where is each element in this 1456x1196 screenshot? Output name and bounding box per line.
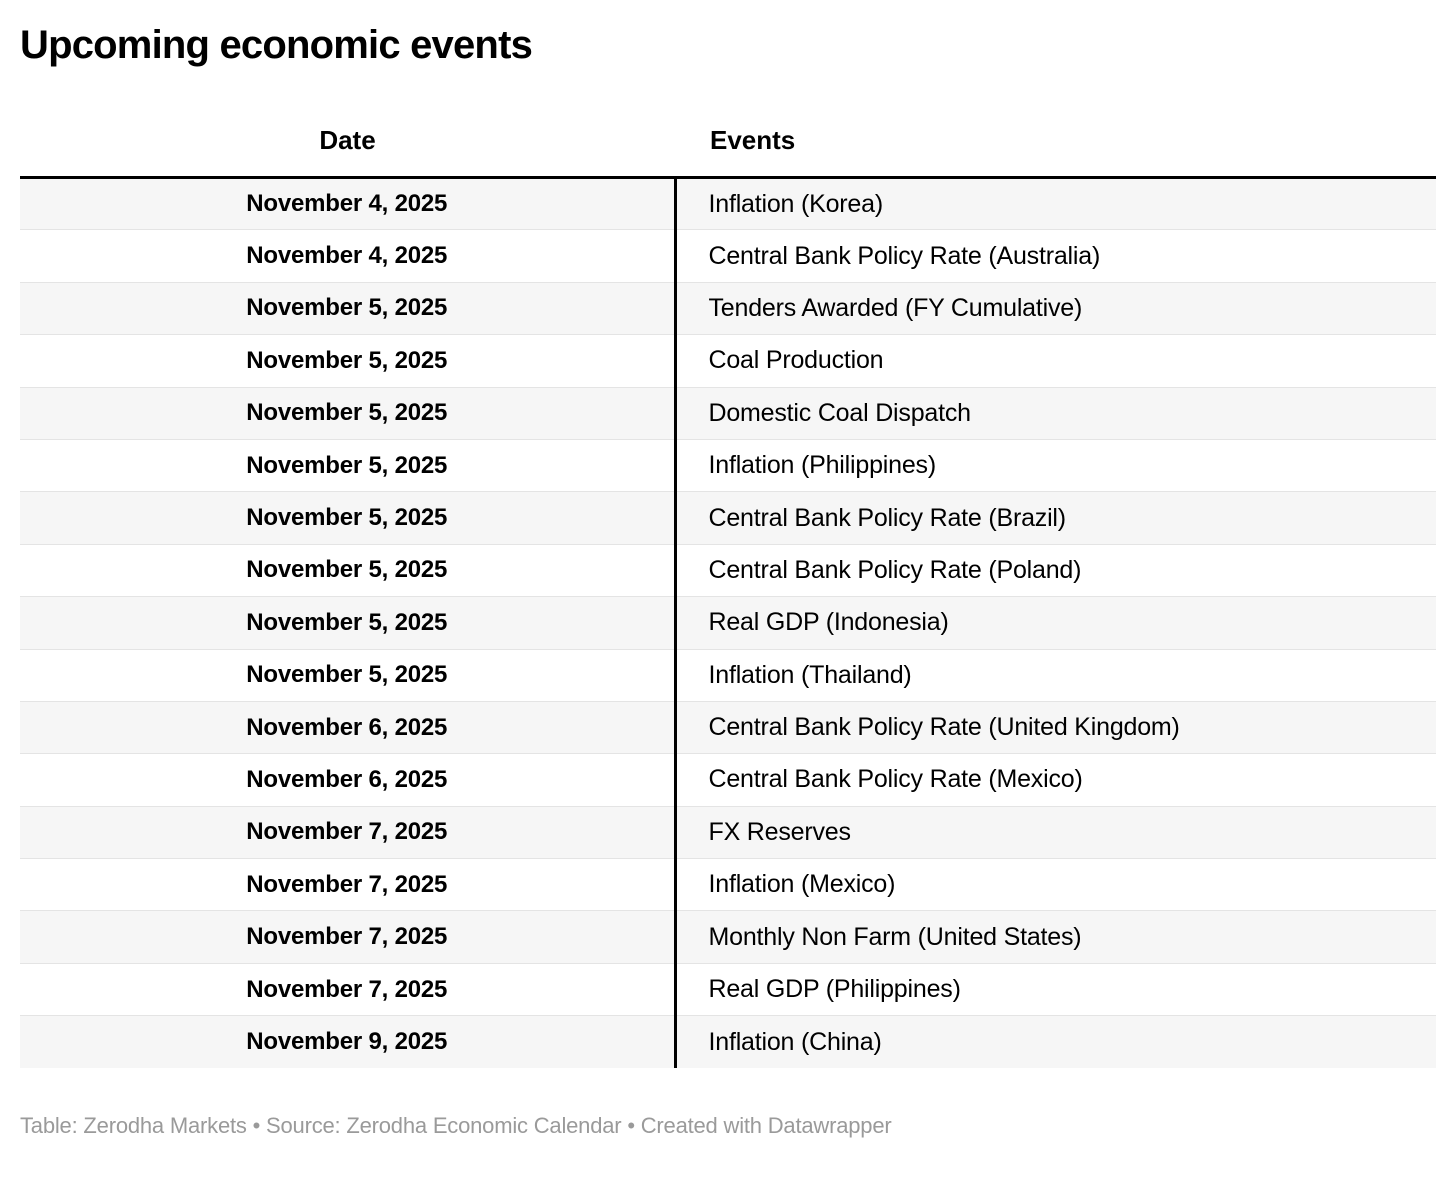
date-cell: November 5, 2025 bbox=[246, 504, 448, 532]
table-row: November 5, 2025 Coal Production bbox=[20, 334, 1436, 388]
event-cell: Real GDP (Indonesia) bbox=[673, 596, 1436, 650]
date-cell: November 5, 2025 bbox=[246, 451, 448, 479]
date-cell: November 7, 2025 bbox=[246, 870, 448, 898]
event-cell: Central Bank Policy Rate (Australia) bbox=[673, 229, 1436, 283]
date-cell: November 4, 2025 bbox=[246, 242, 448, 270]
date-cell: November 5, 2025 bbox=[246, 661, 448, 689]
event-cell: Inflation (Philippines) bbox=[673, 439, 1436, 492]
date-cell: November 5, 2025 bbox=[246, 608, 448, 636]
event-cell: FX Reserves bbox=[673, 806, 1436, 859]
column-header-events: Events bbox=[675, 68, 1436, 179]
event-cell: Central Bank Policy Rate (United Kingdom… bbox=[673, 701, 1436, 754]
date-cell: November 5, 2025 bbox=[246, 294, 448, 322]
date-cell: November 5, 2025 bbox=[246, 346, 448, 374]
table-row: November 5, 2025 Tenders Awarded (FY Cum… bbox=[20, 282, 1436, 335]
event-cell: Domestic Coal Dispatch bbox=[673, 387, 1436, 440]
table-row: November 9, 2025 Inflation (China) bbox=[20, 1015, 1436, 1069]
table-row: November 4, 2025 Inflation (Korea) bbox=[20, 177, 1436, 230]
table-row: November 5, 2025 Central Bank Policy Rat… bbox=[20, 491, 1436, 545]
event-cell: Tenders Awarded (FY Cumulative) bbox=[673, 282, 1436, 335]
table-row: November 7, 2025 FX Reserves bbox=[20, 806, 1436, 859]
page: Upcoming economic events Date Events Nov… bbox=[0, 22, 1456, 1139]
column-header-date: Date bbox=[20, 68, 675, 179]
table-row: November 4, 2025 Central Bank Policy Rat… bbox=[20, 229, 1436, 283]
date-cell: November 4, 2025 bbox=[246, 190, 448, 218]
page-title: Upcoming economic events bbox=[20, 23, 533, 67]
date-cell: November 7, 2025 bbox=[246, 818, 448, 846]
event-cell: Real GDP (Philippines) bbox=[673, 963, 1436, 1016]
table-row: November 5, 2025 Domestic Coal Dispatch bbox=[20, 387, 1436, 440]
event-cell: Inflation (Thailand) bbox=[673, 649, 1436, 702]
table-row: November 6, 2025 Central Bank Policy Rat… bbox=[20, 753, 1436, 807]
date-cell: November 6, 2025 bbox=[246, 713, 448, 741]
table-row: November 5, 2025 Inflation (Thailand) bbox=[20, 649, 1436, 702]
events-table: Date Events November 4, 2025 Inflation (… bbox=[20, 68, 1436, 1069]
event-cell: Monthly Non Farm (United States) bbox=[673, 910, 1436, 964]
table-row: November 7, 2025 Inflation (Mexico) bbox=[20, 858, 1436, 911]
event-cell: Inflation (Korea) bbox=[673, 177, 1436, 230]
table-row: November 5, 2025 Inflation (Philippines) bbox=[20, 439, 1436, 492]
date-cell: November 7, 2025 bbox=[246, 923, 448, 951]
event-cell: Central Bank Policy Rate (Poland) bbox=[673, 544, 1436, 597]
table-body: November 4, 2025 Inflation (Korea) Novem… bbox=[20, 177, 1436, 1069]
event-cell: Central Bank Policy Rate (Mexico) bbox=[673, 753, 1436, 807]
date-cell: November 7, 2025 bbox=[246, 975, 448, 1003]
table-row: November 5, 2025 Central Bank Policy Rat… bbox=[20, 544, 1436, 597]
table-row: November 7, 2025 Real GDP (Philippines) bbox=[20, 963, 1436, 1016]
date-cell: November 5, 2025 bbox=[246, 399, 448, 427]
table-row: November 7, 2025 Monthly Non Farm (Unite… bbox=[20, 910, 1436, 964]
date-cell: November 9, 2025 bbox=[246, 1028, 448, 1056]
table-row: November 5, 2025 Real GDP (Indonesia) bbox=[20, 596, 1436, 650]
footer-attribution: Table: Zerodha Markets • Source: Zerodha… bbox=[20, 1113, 892, 1139]
header-row: Date Events bbox=[20, 68, 1436, 179]
date-cell: November 5, 2025 bbox=[246, 556, 448, 584]
event-cell: Central Bank Policy Rate (Brazil) bbox=[673, 491, 1436, 545]
event-cell: Inflation (Mexico) bbox=[673, 858, 1436, 911]
event-cell: Inflation (China) bbox=[673, 1015, 1436, 1069]
date-cell: November 6, 2025 bbox=[246, 765, 448, 793]
table-row: November 6, 2025 Central Bank Policy Rat… bbox=[20, 701, 1436, 754]
event-cell: Coal Production bbox=[673, 334, 1436, 388]
